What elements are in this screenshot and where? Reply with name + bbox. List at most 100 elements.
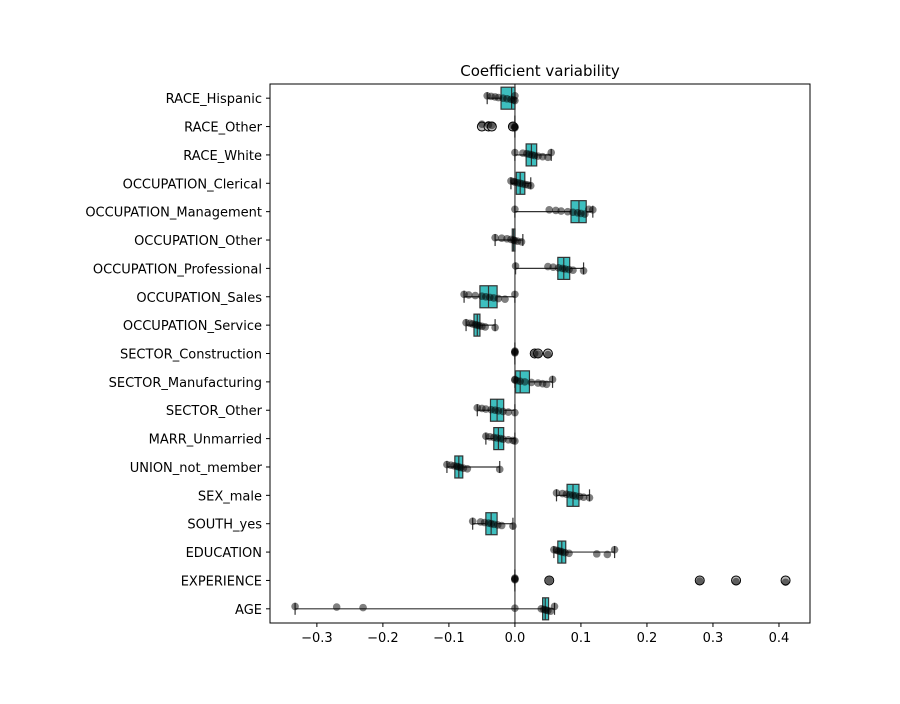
y-tick-label: UNION_not_member <box>130 461 263 476</box>
strip-point <box>569 266 577 274</box>
box-EDUCATION <box>550 540 619 564</box>
strip-point <box>511 349 519 357</box>
x-tick-label: 0.3 <box>703 631 724 646</box>
strip-point <box>589 206 597 214</box>
strip-point <box>585 493 594 502</box>
y-tick-label: AGE <box>235 603 262 618</box>
strip-point <box>511 262 520 270</box>
y-tick-label: SECTOR_Other <box>166 404 263 419</box>
strip-point <box>497 521 506 530</box>
strip-point <box>545 206 554 214</box>
strip-point <box>610 545 619 554</box>
y-tick-label: OCCUPATION_Service <box>123 319 262 334</box>
strip-point <box>511 148 519 157</box>
y-tick-label: RACE_White <box>183 149 262 164</box>
strip-point <box>488 121 496 130</box>
box-SECTOR_Construction <box>511 342 553 365</box>
x-tick-label: 0.1 <box>571 631 592 646</box>
x-tick-label: 0.4 <box>769 631 790 646</box>
strip-point <box>511 576 519 584</box>
box-UNION_not_member <box>443 455 504 479</box>
strip-point <box>511 123 519 132</box>
strip-point <box>501 295 509 303</box>
chart-title: Coefficient variability <box>460 62 620 80</box>
strip-point <box>527 378 536 387</box>
box-OCCUPATION_Other <box>491 228 526 252</box>
strip-point <box>495 465 504 474</box>
strip-point <box>545 576 554 585</box>
strip-point <box>511 290 519 299</box>
strip-point <box>550 602 559 611</box>
strip-point <box>557 207 565 215</box>
strip-point <box>491 233 499 242</box>
strip-point <box>517 238 526 246</box>
y-tick-label: RACE_Hispanic <box>166 92 262 107</box>
strip-point <box>471 291 480 300</box>
y-tick-label: MARR_Unmarried <box>149 433 262 448</box>
strip-point <box>332 603 341 611</box>
strip-point <box>511 205 519 214</box>
strip-point <box>468 517 477 526</box>
strip-point <box>552 489 561 497</box>
y-tick-label: EDUCATION <box>186 546 262 561</box>
box-SECTOR_Manufacturing <box>511 370 557 394</box>
box-AGE <box>291 597 559 621</box>
x-tick-label: −0.2 <box>367 631 399 646</box>
strip-point <box>463 464 472 473</box>
y-tick-label: OCCUPATION_Management <box>85 206 262 221</box>
strip-point <box>781 578 790 587</box>
strip-point <box>509 522 517 530</box>
strip-point <box>542 380 551 389</box>
strip-point <box>511 91 519 100</box>
x-tick-label: −0.1 <box>433 631 465 646</box>
box-SOUTH_yes <box>468 512 517 536</box>
box-OCCUPATION_Sales <box>460 285 519 309</box>
strip-point <box>547 148 556 157</box>
strip-point <box>494 294 503 303</box>
box-EXPERIENCE <box>511 569 791 592</box>
strip-point <box>511 437 519 445</box>
box-OCCUPATION_Professional <box>511 256 588 280</box>
strip-point <box>359 603 367 612</box>
box-MARR_Unmarried <box>482 427 519 451</box>
strip-point <box>565 549 573 558</box>
strip-point <box>534 350 542 358</box>
box-OCCUPATION_Clerical <box>507 171 535 195</box>
strip-point <box>526 181 535 190</box>
y-tick-label: SOUTH_yes <box>187 518 262 533</box>
y-tick-label: SEX_male <box>198 489 262 504</box>
box-OCCUPATION_Management <box>511 200 597 224</box>
strip-point <box>291 602 299 611</box>
strip-point <box>481 323 490 331</box>
strip-point <box>478 120 486 128</box>
strip-point <box>695 577 704 585</box>
y-tick-label: OCCUPATION_Other <box>134 234 263 249</box>
strip-point <box>732 577 740 586</box>
y-tick-label: RACE_Other <box>184 121 263 136</box>
box-RACE_Other <box>476 115 519 138</box>
strip-point <box>511 408 519 417</box>
box-RACE_Hispanic <box>483 86 519 110</box>
y-tick-label: OCCUPATION_Sales <box>136 291 262 306</box>
strip-point <box>579 493 588 501</box>
strip-point <box>511 604 519 613</box>
strip-point <box>464 291 473 299</box>
strip-point <box>544 350 552 359</box>
box-SECTOR_Other <box>473 398 519 422</box>
y-tick-label: OCCUPATION_Clerical <box>123 177 262 192</box>
strip-point <box>592 550 601 558</box>
y-tick-label: EXPERIENCE <box>181 574 262 589</box>
strip-point <box>521 378 529 386</box>
strip-point <box>579 266 588 275</box>
box-SEX_male <box>552 483 594 507</box>
y-tick-label: SECTOR_Construction <box>120 348 262 363</box>
box-RACE_White <box>511 143 556 167</box>
y-tick-label: SECTOR_Manufacturing <box>109 376 262 391</box>
strip-point <box>504 408 513 416</box>
strip-point <box>548 375 557 384</box>
y-tick-label: OCCUPATION_Professional <box>93 262 262 277</box>
strip-point <box>491 323 499 332</box>
box-OCCUPATION_Service <box>462 313 499 337</box>
x-tick-label: −0.3 <box>301 631 333 646</box>
